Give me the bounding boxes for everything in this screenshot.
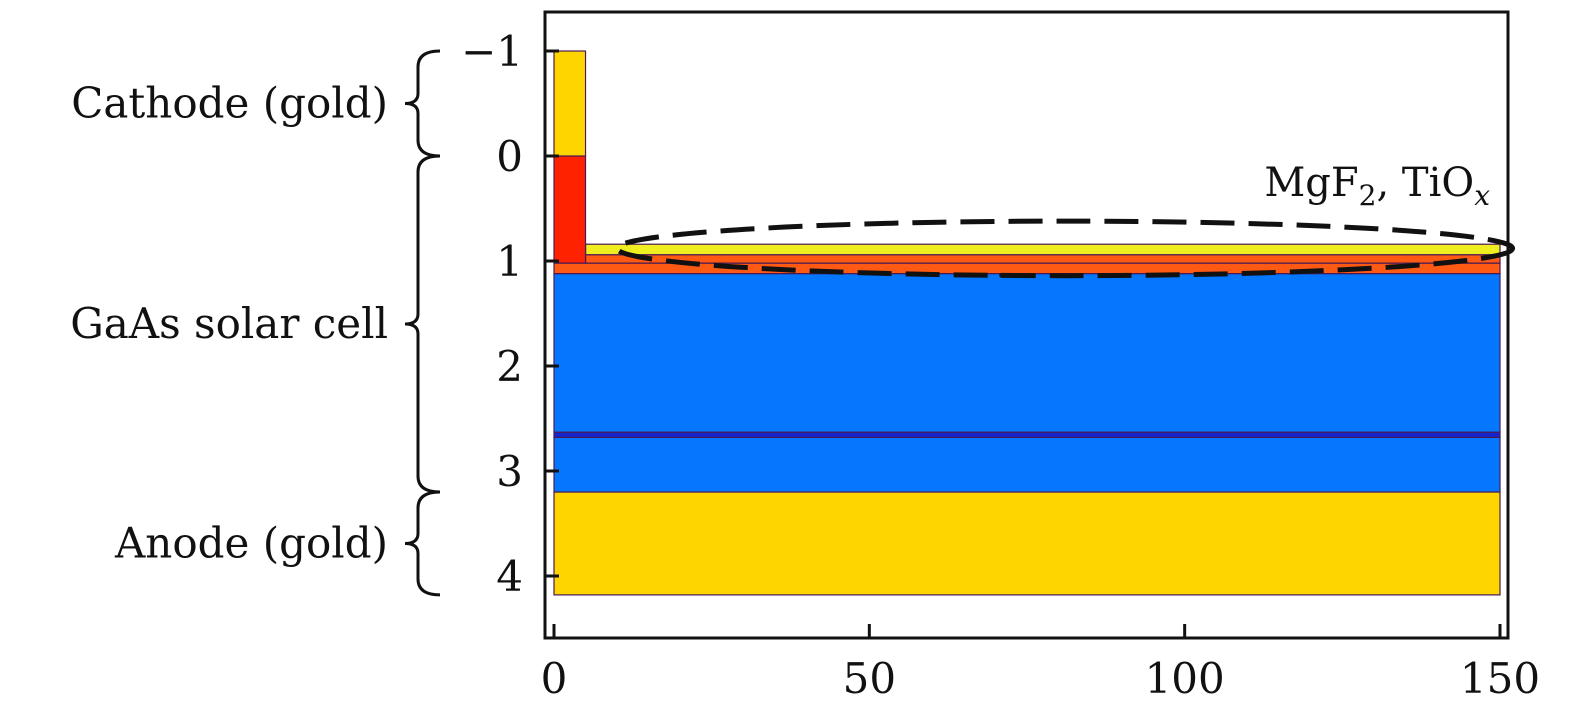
region-label: Cathode (gold) (71, 79, 388, 128)
y-tick-label: −1 (461, 27, 523, 76)
x-tick-label: 50 (843, 654, 896, 703)
gaas-upper-layer (553, 273, 1501, 433)
layer-stack (553, 50, 1501, 596)
region-brace (404, 154, 441, 494)
gaas-thin-layer (553, 431, 1501, 438)
x-tick-label: 150 (1460, 654, 1540, 703)
x-tick-label: 0 (541, 654, 568, 703)
y-tick-label: 2 (496, 342, 523, 391)
y-tick-label: 4 (496, 552, 523, 601)
region-label: Anode (gold) (114, 518, 388, 567)
y-tick-label: 3 (496, 447, 523, 496)
region-label: GaAs solar cell (70, 299, 388, 348)
gaas-lower-layer (553, 436, 1501, 493)
x-axis: 0 50 100 150 (541, 624, 1540, 703)
y-tick-label: 0 (496, 132, 523, 181)
y-tick-label: 1 (496, 237, 523, 286)
x-tick-label: 100 (1145, 654, 1225, 703)
coating-annotation-label: MgF2, TiOx (1264, 160, 1490, 212)
cathode-gold-pillar (553, 50, 587, 157)
region-braces: Cathode (gold) GaAs solar cell Anode (gold… (70, 49, 441, 597)
region-brace (404, 49, 441, 158)
contact-layer (584, 254, 1501, 264)
plot-frame (543, 10, 1510, 640)
anode-gold-layer (553, 491, 1501, 596)
coating-highlight-ellipse (614, 218, 1516, 279)
y-axis: −1 0 1 2 3 4 (461, 27, 559, 601)
contact-pillar (553, 155, 587, 264)
region-brace (404, 490, 441, 597)
coating-layer (584, 243, 1501, 256)
